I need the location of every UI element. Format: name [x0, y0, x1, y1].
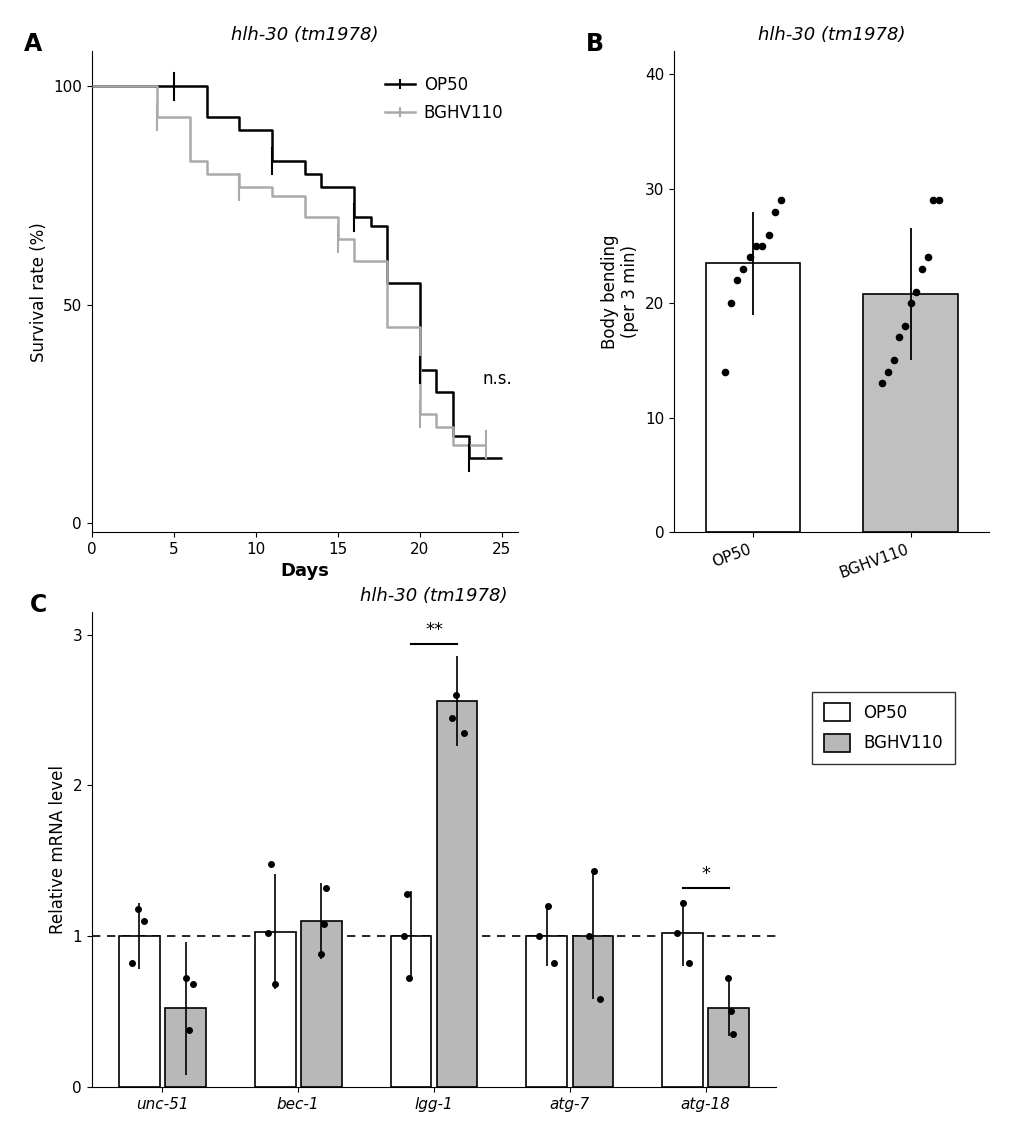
Bar	[436, 701, 477, 1087]
Point	[260, 924, 276, 943]
Legend: OP50, BGHV110: OP50, BGHV110	[378, 70, 510, 129]
Legend: OP50, BGHV110: OP50, BGHV110	[811, 692, 954, 764]
Point	[177, 969, 194, 987]
Text: *: *	[700, 865, 709, 883]
Point	[907, 283, 923, 301]
Bar	[165, 1008, 206, 1087]
Point	[591, 991, 607, 1009]
Point	[540, 897, 556, 915]
Text: B: B	[585, 32, 603, 56]
Point	[873, 374, 890, 392]
Point	[400, 969, 417, 987]
Y-axis label: Survival rate (%): Survival rate (%)	[30, 222, 48, 362]
Point	[130, 900, 147, 919]
Point	[185, 975, 202, 993]
Point	[398, 884, 415, 903]
Point	[913, 260, 929, 278]
Y-axis label: Body bending
(per 3 min): Body bending (per 3 min)	[600, 235, 639, 349]
Point	[891, 328, 907, 347]
Bar	[572, 936, 612, 1087]
Point	[675, 893, 691, 912]
Point	[930, 191, 947, 209]
Point	[455, 723, 472, 741]
Text: **: **	[425, 621, 442, 639]
Point	[267, 975, 283, 993]
X-axis label: Days: Days	[280, 562, 329, 580]
Point	[878, 363, 895, 381]
Point	[760, 225, 776, 244]
Point	[766, 202, 783, 221]
Point	[918, 248, 934, 267]
Title: hlh-30 (tm1978): hlh-30 (tm1978)	[757, 26, 905, 45]
Point	[772, 191, 789, 209]
Point	[741, 248, 757, 267]
Point	[585, 863, 601, 881]
Bar	[661, 934, 702, 1087]
Point	[180, 1020, 197, 1039]
Bar	[301, 921, 341, 1087]
Bar	[526, 936, 567, 1087]
Point	[545, 954, 561, 972]
Point	[723, 1025, 740, 1043]
Point	[263, 855, 279, 873]
Point	[735, 260, 751, 278]
Point	[447, 685, 464, 704]
Point	[444, 708, 461, 726]
Point	[318, 879, 334, 897]
Point	[136, 912, 152, 930]
Point	[580, 927, 596, 945]
Bar	[255, 931, 296, 1087]
Bar	[707, 1008, 748, 1087]
Point	[395, 927, 412, 945]
Point	[884, 351, 901, 370]
Point	[681, 954, 697, 972]
Bar	[119, 936, 160, 1087]
Point	[729, 271, 745, 289]
Title: hlh-30 (tm1978): hlh-30 (tm1978)	[231, 26, 378, 45]
Point	[316, 915, 332, 934]
Point	[715, 363, 732, 381]
Title: hlh-30 (tm1978): hlh-30 (tm1978)	[360, 587, 507, 605]
Point	[924, 191, 941, 209]
Text: n.s.: n.s.	[482, 370, 512, 388]
Point	[667, 924, 684, 943]
Point	[719, 969, 736, 987]
Point	[896, 317, 912, 335]
Point	[747, 237, 763, 255]
Point	[722, 294, 739, 312]
Bar	[705, 263, 800, 532]
Point	[313, 945, 329, 963]
Point	[722, 1002, 739, 1020]
Point	[902, 294, 918, 312]
Text: A: A	[23, 32, 42, 56]
Y-axis label: Relative mRNA level: Relative mRNA level	[49, 765, 66, 934]
Text: C: C	[31, 593, 48, 617]
Point	[124, 954, 141, 972]
Point	[753, 237, 769, 255]
Bar	[390, 936, 431, 1087]
Bar	[862, 294, 957, 532]
Point	[530, 927, 546, 945]
